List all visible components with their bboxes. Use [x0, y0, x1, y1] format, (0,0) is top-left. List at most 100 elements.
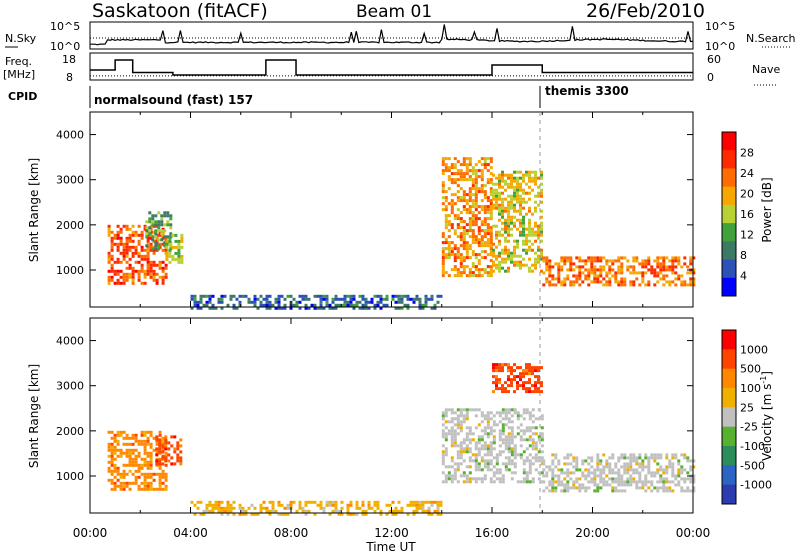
- data-cell: [474, 408, 478, 412]
- data-cell: [534, 206, 537, 210]
- data-cell: [504, 417, 508, 421]
- data-cell: [614, 471, 618, 475]
- time-tick-label: 00:00: [73, 526, 108, 540]
- data-cell: [608, 265, 612, 269]
- data-cell: [554, 474, 558, 478]
- data-cell: [498, 363, 501, 367]
- data-cell: [158, 459, 162, 463]
- data-cell: [149, 487, 153, 491]
- data-cell: [656, 471, 660, 475]
- data-cell: [211, 294, 215, 298]
- data-cell: [581, 471, 585, 475]
- data-cell: [495, 254, 498, 258]
- data-cell: [581, 486, 585, 490]
- data-cell: [116, 269, 120, 273]
- data-cell: [525, 438, 529, 442]
- data-cell: [459, 163, 463, 167]
- data-cell: [146, 266, 150, 270]
- data-cell: [519, 438, 523, 442]
- data-cell: [632, 480, 636, 484]
- data-cell: [519, 384, 522, 388]
- data-cell: [110, 487, 114, 491]
- data-cell: [346, 509, 350, 513]
- data-cell: [513, 203, 516, 207]
- data-cell: [119, 230, 123, 234]
- data-cell: [626, 456, 630, 460]
- data-cell: [593, 274, 597, 278]
- data-cell: [116, 236, 120, 240]
- data-cell: [465, 256, 469, 260]
- data-cell: [418, 303, 422, 307]
- data-cell: [599, 256, 603, 260]
- data-cell: [554, 262, 558, 266]
- data-cell: [441, 169, 445, 173]
- freq-right-label: Nave: [752, 63, 780, 76]
- data-cell: [167, 447, 171, 451]
- data-cell: [686, 271, 690, 275]
- data-cell: [340, 303, 344, 307]
- data-cell: [397, 500, 401, 504]
- data-cell: [498, 194, 501, 198]
- data-cell: [107, 251, 111, 255]
- data-cell: [548, 468, 552, 472]
- data-cell: [528, 224, 531, 228]
- data-cell: [125, 242, 129, 246]
- data-cell: [113, 233, 117, 237]
- data-cell: [397, 300, 401, 304]
- data-cell: [301, 506, 305, 510]
- data-cell: [677, 480, 681, 484]
- data-cell: [179, 456, 183, 460]
- data-cell: [274, 509, 278, 513]
- data-cell: [528, 378, 531, 382]
- data-cell: [522, 191, 525, 195]
- data-cell: [563, 280, 567, 284]
- data-cell: [110, 248, 114, 252]
- data-cell: [507, 420, 511, 424]
- data-cell: [542, 283, 546, 287]
- data-cell: [545, 262, 549, 266]
- data-cell: [444, 226, 448, 230]
- data-cell: [193, 512, 197, 516]
- data-cell: [507, 203, 510, 207]
- data-cell: [525, 474, 529, 478]
- data-cell: [611, 456, 615, 460]
- data-cell: [489, 265, 493, 269]
- data-cell: [629, 280, 633, 284]
- data-cell: [161, 436, 165, 440]
- data-cell: [149, 454, 153, 458]
- data-cell: [202, 509, 206, 513]
- data-cell: [301, 297, 305, 301]
- data-cell: [513, 453, 517, 457]
- data-cell: [689, 259, 693, 263]
- data-cell: [265, 297, 269, 301]
- data-cell: [653, 486, 657, 490]
- data-cell: [501, 221, 504, 225]
- data-cell: [119, 454, 123, 458]
- data-cell: [140, 439, 144, 443]
- data-cell: [459, 172, 463, 176]
- data-cell: [167, 459, 171, 463]
- data-cell: [522, 384, 525, 388]
- data-cell: [168, 242, 172, 246]
- data-cell: [557, 274, 561, 278]
- data-cell: [504, 438, 508, 442]
- data-cell: [113, 457, 117, 461]
- data-cell: [507, 456, 511, 460]
- data-cell: [602, 483, 606, 487]
- data-cell: [507, 408, 511, 412]
- data-cell: [540, 224, 543, 228]
- data-cell: [528, 245, 531, 249]
- data-cell: [453, 474, 457, 478]
- data-cell: [193, 303, 197, 307]
- data-cell: [525, 366, 528, 370]
- data-cell: [504, 465, 508, 469]
- data-cell: [394, 509, 398, 513]
- data-cell: [161, 469, 165, 473]
- data-cell: [620, 489, 624, 493]
- data-cell: [584, 486, 588, 490]
- data-cell: [474, 217, 478, 221]
- data-cell: [164, 248, 168, 252]
- data-cell: [611, 489, 615, 493]
- data-cell: [540, 170, 543, 174]
- data-cell: [334, 303, 338, 307]
